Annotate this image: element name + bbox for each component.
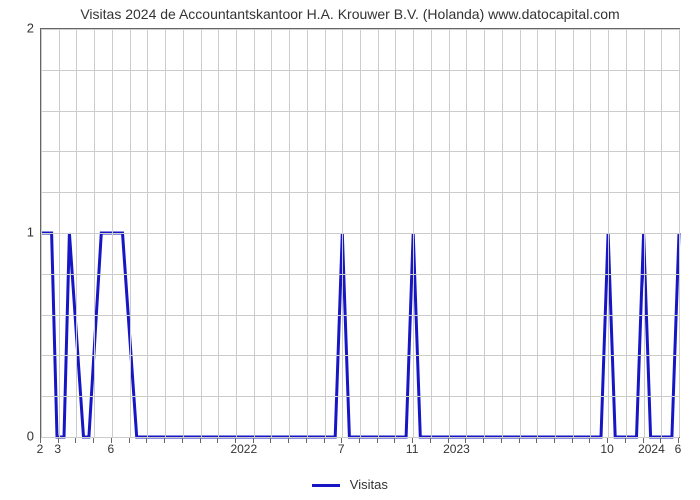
grid-v bbox=[644, 29, 645, 437]
x-tick bbox=[200, 438, 201, 443]
x-tick bbox=[572, 438, 573, 443]
x-tick bbox=[359, 438, 360, 443]
grid-v bbox=[608, 29, 609, 437]
grid-v bbox=[76, 29, 77, 437]
x-tick bbox=[164, 438, 165, 443]
x-tick-label: 2023 bbox=[443, 442, 470, 456]
x-tick bbox=[394, 438, 395, 443]
x-tick bbox=[270, 438, 271, 443]
x-tick-label: 3 bbox=[54, 442, 61, 456]
grid-v bbox=[590, 29, 591, 437]
x-tick-label: 11 bbox=[406, 442, 418, 456]
x-tick-label: 10 bbox=[600, 442, 613, 456]
grid-v bbox=[94, 29, 95, 437]
grid-v bbox=[271, 29, 272, 437]
x-tick-label: 2022 bbox=[230, 442, 257, 456]
x-tick bbox=[75, 438, 76, 443]
x-tick bbox=[377, 438, 378, 443]
x-tick-label: 2024 bbox=[638, 442, 665, 456]
x-tick bbox=[589, 438, 590, 443]
grid-v bbox=[236, 29, 237, 437]
grid-v bbox=[360, 29, 361, 437]
legend-label: Visitas bbox=[350, 477, 388, 492]
grid-v bbox=[165, 29, 166, 437]
grid-v bbox=[59, 29, 60, 437]
chart-container: Visitas 2024 de Accountantskantoor H.A. … bbox=[0, 0, 700, 500]
grid-v bbox=[325, 29, 326, 437]
x-tick bbox=[146, 438, 147, 443]
grid-v bbox=[413, 29, 414, 437]
grid-v bbox=[466, 29, 467, 437]
grid-v bbox=[395, 29, 396, 437]
x-tick bbox=[182, 438, 183, 443]
grid-v bbox=[254, 29, 255, 437]
grid-v bbox=[112, 29, 113, 437]
grid-v bbox=[307, 29, 308, 437]
x-tick bbox=[501, 438, 502, 443]
grid-v bbox=[555, 29, 556, 437]
x-tick bbox=[430, 438, 431, 443]
legend: Visitas bbox=[0, 477, 700, 492]
y-tick-label: 1 bbox=[0, 225, 34, 240]
x-tick bbox=[536, 438, 537, 443]
grid-v bbox=[661, 29, 662, 437]
x-tick-label: 2 bbox=[37, 442, 44, 456]
grid-v bbox=[289, 29, 290, 437]
x-tick bbox=[217, 438, 218, 443]
chart-title: Visitas 2024 de Accountantskantoor H.A. … bbox=[0, 6, 700, 22]
grid-v bbox=[378, 29, 379, 437]
x-tick bbox=[519, 438, 520, 443]
grid-v bbox=[679, 29, 680, 437]
grid-v bbox=[573, 29, 574, 437]
grid-v bbox=[449, 29, 450, 437]
grid-v bbox=[41, 29, 42, 437]
grid-v bbox=[218, 29, 219, 437]
grid-v bbox=[520, 29, 521, 437]
x-tick-label: 6 bbox=[108, 442, 115, 456]
grid-v bbox=[537, 29, 538, 437]
x-tick-label: 6 bbox=[675, 442, 682, 456]
grid-v bbox=[431, 29, 432, 437]
x-tick bbox=[93, 438, 94, 443]
grid-h-major bbox=[41, 437, 679, 438]
grid-v bbox=[626, 29, 627, 437]
grid-v bbox=[183, 29, 184, 437]
grid-v bbox=[484, 29, 485, 437]
legend-swatch bbox=[312, 484, 340, 487]
plot-area bbox=[40, 28, 680, 438]
grid-v bbox=[201, 29, 202, 437]
x-tick bbox=[306, 438, 307, 443]
x-tick-label: 7 bbox=[338, 442, 345, 456]
x-tick bbox=[288, 438, 289, 443]
grid-v bbox=[342, 29, 343, 437]
y-tick-label: 2 bbox=[0, 21, 34, 36]
grid-v bbox=[147, 29, 148, 437]
x-tick bbox=[554, 438, 555, 443]
x-tick bbox=[483, 438, 484, 443]
grid-v bbox=[502, 29, 503, 437]
grid-v bbox=[130, 29, 131, 437]
y-tick-label: 0 bbox=[0, 429, 34, 444]
x-tick bbox=[625, 438, 626, 443]
x-tick bbox=[129, 438, 130, 443]
x-tick bbox=[324, 438, 325, 443]
